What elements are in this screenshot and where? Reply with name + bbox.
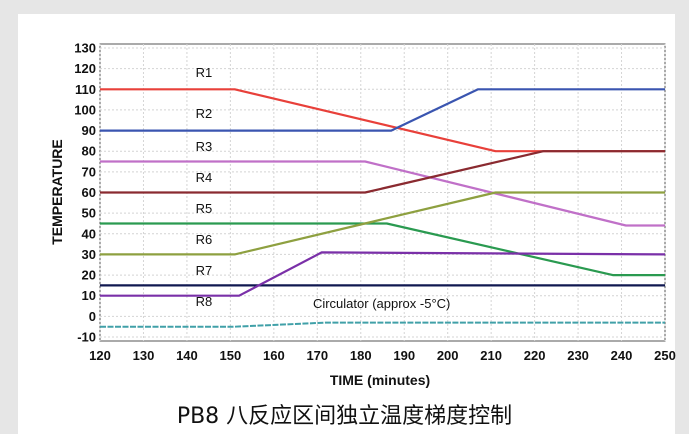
y-tick-label: 80 xyxy=(82,144,96,159)
y-tick-label: 50 xyxy=(82,206,96,221)
x-tick-label: 130 xyxy=(133,348,155,363)
x-tick-label: 200 xyxy=(437,348,459,363)
y-axis-title: TEMPERATURE xyxy=(49,139,65,245)
y-tick-label: 0 xyxy=(89,309,96,324)
x-tick-label: 170 xyxy=(306,348,328,363)
series-line-r5 xyxy=(100,222,665,277)
figure-caption: PB8 八反应区间独立温度梯度控制 xyxy=(176,404,513,429)
x-tick-label: 250 xyxy=(654,348,676,363)
x-tick-label: 120 xyxy=(89,348,111,363)
series-label: R7 xyxy=(196,263,213,278)
x-axis-title: TIME (minutes) xyxy=(330,372,430,388)
x-tick-label: 140 xyxy=(176,348,198,363)
x-tick-label: 240 xyxy=(611,348,633,363)
y-tick-label: 120 xyxy=(74,61,96,76)
x-tick-label: 180 xyxy=(350,348,372,363)
y-tick-label: 70 xyxy=(82,164,96,179)
series-label: R3 xyxy=(196,139,213,154)
x-tick-label: 190 xyxy=(393,348,415,363)
x-tick-label: 210 xyxy=(480,348,502,363)
x-tick-label: 220 xyxy=(524,348,546,363)
series-label: R5 xyxy=(196,201,213,216)
y-tick-label: 90 xyxy=(82,123,96,138)
series-labels: R1 R2 R3 R4 R5 R6 R7 R8 Circulator (approx -5°C) xyxy=(196,65,451,311)
series-label: Circulator (approx -5°C) xyxy=(313,296,450,311)
y-tick-label: 10 xyxy=(82,288,96,303)
y-tick-label: 60 xyxy=(82,185,96,200)
x-tick-label: 160 xyxy=(263,348,285,363)
y-tick-label: 20 xyxy=(82,268,96,283)
y-tick-label: 100 xyxy=(74,102,96,117)
x-tick-label: 150 xyxy=(220,348,242,363)
y-tick-label: 30 xyxy=(82,247,96,262)
series-label: R4 xyxy=(196,170,213,185)
series-label: R1 xyxy=(196,65,213,80)
series-line-r6 xyxy=(100,191,665,256)
series-line-r8 xyxy=(100,251,666,297)
x-tick-labels: 120 130 140 150 160 170 180 190 200 210 220 230 240 2… xyxy=(89,348,676,363)
series-line-r2 xyxy=(100,88,665,132)
y-tick-label: 110 xyxy=(75,82,96,97)
series-line-r4 xyxy=(100,150,665,194)
series-label: R2 xyxy=(196,106,213,121)
series-label: R8 xyxy=(196,294,213,309)
series-label: R6 xyxy=(196,232,213,247)
x-tick-label: 230 xyxy=(567,348,589,363)
y-tick-label: -10 xyxy=(77,330,96,345)
y-tick-label: 130 xyxy=(74,41,96,56)
series-lines xyxy=(100,88,666,328)
series-line-circulator xyxy=(100,321,665,328)
y-tick-label: 40 xyxy=(82,226,96,241)
